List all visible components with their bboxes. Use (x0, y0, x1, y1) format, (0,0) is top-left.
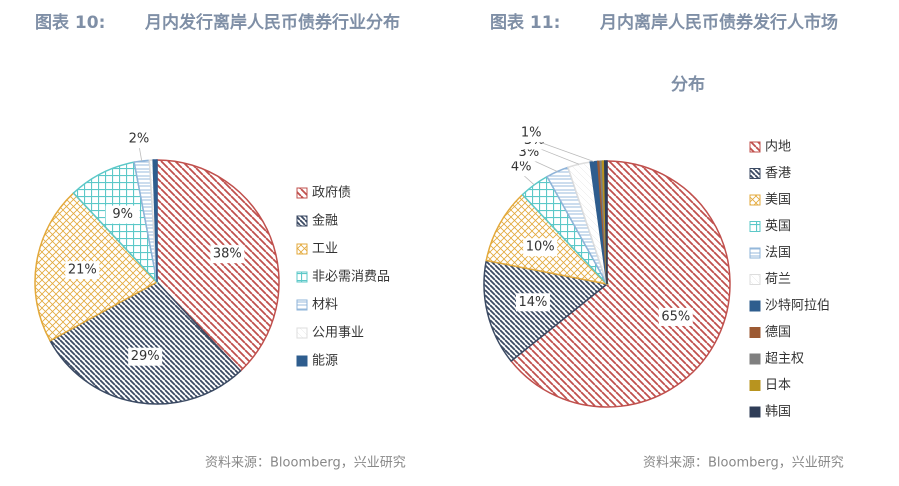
data-label: 1% (521, 125, 542, 140)
legend-swatch (749, 327, 761, 338)
legend-label: 内地 (765, 139, 791, 155)
legend-swatch (296, 187, 308, 199)
pie-slice (510, 160, 731, 408)
source: 资料来源：Bloomberg，兴业研究 (205, 456, 406, 471)
legend-label: 材料 (312, 298, 338, 313)
data-label: 10% (526, 240, 555, 255)
legend-label: 政府债 (312, 186, 351, 201)
legend-label: 金融 (312, 213, 338, 229)
chart-label: 图表 10: (35, 12, 105, 33)
data-label: 2% (129, 132, 150, 147)
legend-swatch (749, 380, 761, 391)
chart-title: 月内离岸人民币债券发行人市场 (599, 12, 838, 33)
legend-swatch (749, 247, 761, 259)
label-bg (514, 123, 549, 142)
legend-swatch (749, 194, 761, 206)
data-label: 38% (213, 247, 242, 262)
legend-swatch (296, 271, 308, 283)
legend-label: 日本 (765, 378, 791, 393)
data-label: 29% (131, 349, 160, 364)
legend-swatch (296, 243, 308, 255)
data-label: 9% (112, 207, 133, 222)
leader-line (530, 138, 595, 163)
legend-label: 公用事业 (312, 326, 364, 341)
label-bg (523, 238, 558, 257)
label-bg (105, 205, 140, 224)
legend-label: 沙特阿拉伯 (765, 299, 830, 314)
legend-swatch (296, 355, 308, 367)
data-label: 21% (68, 263, 97, 278)
label-bg (210, 245, 245, 264)
pie-slice (603, 160, 608, 285)
legend-swatch (749, 141, 761, 153)
legend-label: 超主权 (765, 351, 804, 367)
data-label: 65% (661, 309, 690, 324)
label-bg (504, 158, 539, 177)
chart-title: 月内发行离岸人民币债券行业分布 (144, 12, 400, 33)
legend-label: 法国 (765, 246, 791, 261)
chart-title: 分布 (671, 74, 705, 95)
label-bg (121, 130, 156, 149)
pie-slice (49, 281, 242, 405)
legend-label: 工业 (312, 242, 338, 257)
legend-label: 美国 (765, 193, 791, 208)
legend-swatch (296, 327, 308, 339)
legend-swatch (749, 221, 761, 232)
legend-label: 能源 (312, 354, 338, 369)
legend-swatch (749, 168, 761, 179)
source: 资料来源：Bloomberg，兴业研究 (643, 456, 844, 471)
legend-label: 英国 (765, 219, 791, 234)
legend-swatch (296, 215, 308, 227)
pie-slice (156, 159, 280, 372)
legend-swatch (749, 353, 761, 365)
legend-swatch (749, 406, 761, 418)
label-bg (65, 261, 100, 280)
label-bg (515, 293, 550, 312)
legend-label: 德国 (765, 325, 791, 340)
data-label: 14% (519, 295, 548, 310)
label-bg (128, 347, 163, 366)
legend-swatch (749, 300, 761, 312)
legend-label: 非必需消费品 (312, 270, 390, 285)
legend-label: 荷兰 (765, 272, 791, 287)
legend-label: 香港 (765, 166, 791, 181)
pie-slice (152, 159, 158, 283)
legend-label: 韩国 (765, 405, 791, 420)
label-bg (658, 307, 693, 326)
data-label: 4% (511, 160, 532, 175)
chart-label: 图表 11: (490, 12, 560, 33)
legend-swatch (296, 299, 308, 311)
legend-swatch (749, 274, 761, 285)
